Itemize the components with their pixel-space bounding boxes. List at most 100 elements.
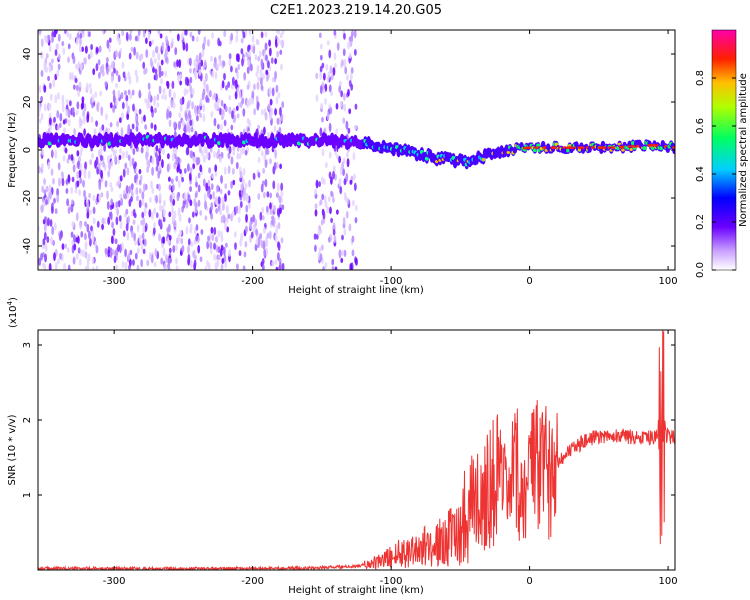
spectrogram-cell [75,253,79,260]
spectrogram-cell [326,205,330,214]
spectrogram-cell [278,116,282,126]
spectrogram-cell [144,124,148,130]
spectrogram-cell [330,190,333,197]
spectrogram-cell [245,225,248,234]
spectrogram-cell [173,161,177,170]
spectrogram-cell [213,242,216,250]
spectrogram-cell [184,112,188,121]
spectrogram-cell [98,181,102,191]
spectrogram-cell [246,66,250,74]
snr-x-label: Height of straight line (km) [288,585,424,596]
spectrogram-cell [195,181,198,188]
spectrogram-cell [54,208,58,215]
spectrogram-cell [330,176,333,185]
spectrogram-cell [321,193,325,201]
spectrogram-cell [243,187,246,195]
spectrogram-cell [279,106,282,117]
spectrogram-cell [155,212,159,219]
spectrogram-cell [230,124,234,131]
spectrogram-cell [188,217,191,224]
spectrogram-cell [217,246,221,254]
spectrogram-cell [43,223,47,233]
spectrogram-cell [48,262,52,270]
spectrogram-cell [80,230,84,238]
spectrogram-cell [73,234,76,243]
spectrogram-cell [210,111,214,118]
spectrogram-cell [170,178,174,185]
spectrogram-cell [269,202,272,210]
spectrogram-cell [132,103,135,112]
spectrogram-cell [150,180,153,189]
spectrogram-cell [63,262,66,270]
spectrogram-cell [152,49,155,59]
spectrogram-cell [275,84,279,93]
spectrogram-cell [168,247,172,254]
spectrogram-cell [318,247,322,253]
spectrogram-cell [241,97,245,105]
spectrogram-cell [120,92,124,100]
spectrogram-cell [319,253,323,262]
spectrogram-cell [71,220,75,228]
spectrogram-cell [319,199,323,206]
spectrogram-cell [147,31,151,41]
spectrogram-cell [140,259,144,268]
spectrogram-cell [274,70,277,80]
spectrogram-cell [110,186,114,193]
spectrogram-cell [245,213,248,223]
spectrogram-cell [205,152,209,160]
spectrogram-cell [144,37,148,45]
spectrogram-cell [197,108,201,115]
spectrogram-cell [248,220,252,230]
spectrogram-cell [276,37,280,46]
spectrogram-cell [127,252,131,261]
spectrogram-cell [138,234,142,244]
spectrogram-cell [156,93,160,101]
spectrogram-cell [342,92,346,101]
spectrogram-cell [138,168,142,175]
spectrogram-y-label: Frequency (Hz) [7,112,18,188]
spectrogram-cell [40,112,44,121]
spectrogram-cell [315,94,319,102]
spectrogram-cell [354,217,358,224]
spectrogram-cell [50,149,54,159]
spectrogram-cell [280,63,283,71]
spectrogram-cell [136,195,139,202]
spectrogram-cell [194,206,198,214]
spectrogram-cell [103,217,107,225]
spectrogram-cell [142,224,146,234]
spectrogram-cell [200,149,204,157]
spectrogram-cell [132,148,136,155]
colorbar-ticks: 0.0 0.2 0.4 0.6 0.8 [695,70,736,278]
spectrogram-cell [172,101,176,109]
spectrogram-cell [48,82,52,90]
spectrogram-cell [281,204,285,211]
spectrogram-cell [88,31,91,38]
spectrogram-cell [219,155,222,164]
spectrogram-cell [45,53,49,59]
spectrogram-cell [163,209,166,217]
spectrogram-cell [219,107,222,116]
spectrogram-cell [276,182,280,192]
spectrogram-cell [79,221,82,230]
spectrogram-cell [273,125,277,132]
spectrogram-cell [156,102,160,108]
spectrogram-cell [183,168,187,174]
spectrogram-cell [197,156,201,165]
spectrogram-cell [47,161,51,170]
spectrogram-cell [276,117,280,125]
spectrogram-cell [155,194,159,204]
spectrogram-cell [101,124,105,131]
spectrogram-cell [279,163,282,170]
spectrogram-cell [103,143,107,152]
ridge-cell [642,146,647,151]
spectrogram-cell [214,164,218,172]
spectrogram-cell [335,209,339,215]
spectrogram-cell [122,189,126,195]
spectrogram-cell [92,206,96,215]
spectrogram-cell [121,261,125,269]
spectrogram-cell [320,244,324,251]
spectrogram-cell [91,152,94,159]
spectrogram-cell [107,249,111,258]
spectrogram-cell [183,88,187,97]
spectrogram-x-axis: -300 -200 -100 0 100 [103,30,678,287]
